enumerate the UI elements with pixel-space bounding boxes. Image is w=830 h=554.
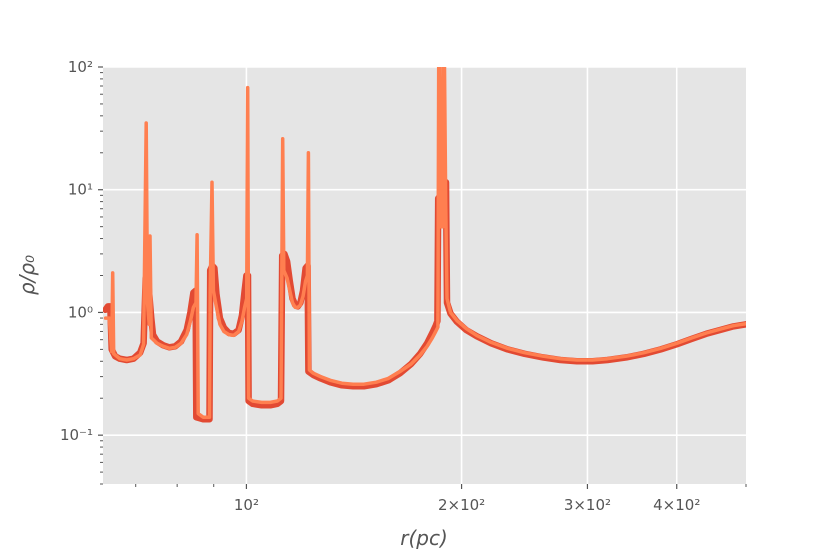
y-tick-label-3: 10² [68,58,93,76]
series-group [103,67,746,423]
x-tick-label-2: 3×10² [564,496,611,514]
series-line-1 [103,67,746,419]
y-tick-label-1: 10⁰ [68,303,93,321]
x-axis-label: r(pc) [400,526,448,550]
y-tick-label-2: 10¹ [68,181,93,199]
y-axis-label: ρ/ρ₀ [15,255,39,295]
x-tick-label-3: 4×10² [653,496,700,514]
x-tick-label-0: 10² [234,496,259,514]
axes: 10⁻¹ 10⁰ 10¹ 10² 10² 2×10² 3×10² 4×10² [60,58,747,514]
x-tick-label-1: 2×10² [438,496,485,514]
y-tick-label-0: 10⁻¹ [60,426,93,444]
